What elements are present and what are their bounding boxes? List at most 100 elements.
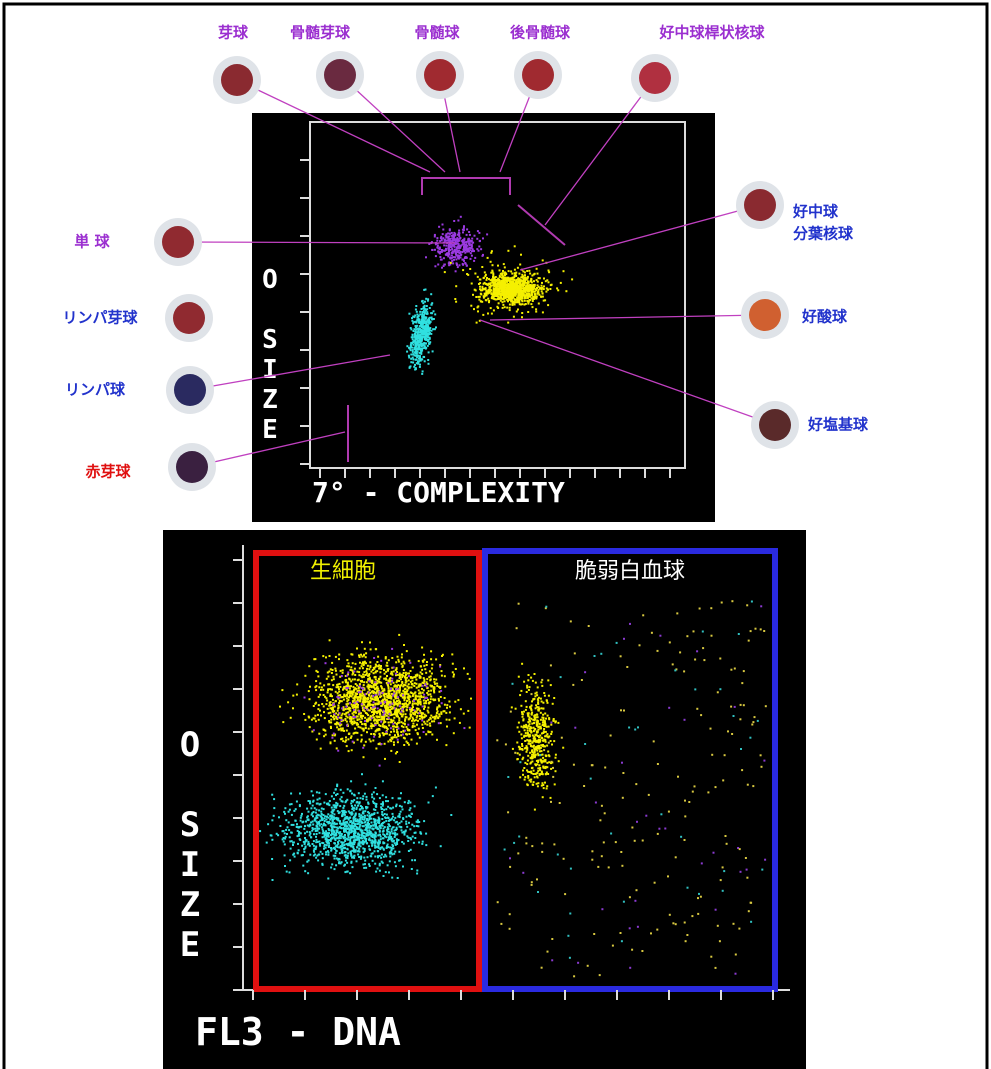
event-dot bbox=[389, 702, 392, 705]
event-dot bbox=[498, 280, 501, 283]
event-dot bbox=[395, 702, 398, 705]
event-dot bbox=[358, 825, 361, 828]
event-dot bbox=[411, 317, 413, 320]
event-dot bbox=[454, 298, 457, 300]
event-dot bbox=[334, 832, 337, 835]
event-dot bbox=[410, 341, 413, 344]
event-dot bbox=[361, 841, 364, 844]
event-dot bbox=[456, 242, 459, 245]
event-dot bbox=[422, 335, 425, 338]
event-dot bbox=[405, 820, 408, 823]
event-dot bbox=[320, 810, 323, 813]
event-dot bbox=[339, 722, 342, 725]
event-dot bbox=[342, 740, 345, 743]
event-dot bbox=[411, 859, 414, 862]
event-dot bbox=[411, 823, 414, 826]
event-dot bbox=[417, 719, 419, 722]
event-dot bbox=[400, 792, 402, 795]
event-dot bbox=[490, 297, 493, 300]
event-dot bbox=[369, 697, 372, 700]
event-dot bbox=[369, 824, 372, 827]
event-dot bbox=[463, 727, 466, 730]
event-dot bbox=[388, 838, 390, 841]
event-dot bbox=[392, 847, 395, 850]
event-dot bbox=[411, 677, 414, 679]
event-dot bbox=[324, 824, 327, 827]
event-dot bbox=[484, 275, 487, 278]
event-dot bbox=[363, 832, 365, 835]
event-dot bbox=[402, 722, 405, 725]
event-dot bbox=[338, 658, 340, 661]
event-dot bbox=[458, 239, 461, 242]
event-dot bbox=[439, 240, 442, 243]
event-dot bbox=[372, 685, 375, 688]
event-dot bbox=[287, 701, 290, 704]
event-dot bbox=[389, 694, 392, 697]
event-dot bbox=[419, 671, 422, 674]
event-dot bbox=[385, 847, 388, 849]
event-dot bbox=[315, 841, 318, 844]
event-dot bbox=[375, 715, 378, 718]
event-dot bbox=[389, 852, 391, 855]
event-dot bbox=[418, 683, 421, 686]
event-dot bbox=[313, 807, 316, 810]
event-dot bbox=[418, 717, 421, 720]
event-dot bbox=[447, 249, 450, 252]
event-dot bbox=[367, 709, 370, 712]
event-dot bbox=[430, 650, 433, 653]
event-dot bbox=[505, 288, 508, 291]
event-dot bbox=[292, 823, 295, 826]
event-dot bbox=[341, 851, 344, 854]
event-dot bbox=[547, 281, 550, 284]
event-dot bbox=[395, 805, 398, 808]
event-dot bbox=[342, 847, 345, 850]
event-dot bbox=[398, 859, 401, 862]
event-dot bbox=[323, 735, 326, 738]
event-dot bbox=[422, 327, 425, 329]
event-dot bbox=[445, 247, 447, 250]
event-dot bbox=[453, 239, 456, 242]
event-dot bbox=[457, 699, 460, 702]
event-dot bbox=[507, 290, 510, 293]
event-dot bbox=[493, 290, 496, 293]
event-dot bbox=[423, 707, 425, 710]
event-dot bbox=[326, 691, 329, 694]
event-dot bbox=[430, 667, 433, 670]
event-dot bbox=[284, 807, 287, 810]
event-dot bbox=[403, 832, 406, 834]
event-dot bbox=[288, 829, 291, 832]
event-dot bbox=[419, 313, 422, 316]
event-dot bbox=[497, 302, 500, 305]
event-dot bbox=[332, 809, 335, 812]
event-dot bbox=[334, 854, 337, 857]
event-dot bbox=[390, 689, 393, 692]
event-dot bbox=[524, 289, 527, 292]
event-dot bbox=[385, 819, 388, 822]
event-dot bbox=[375, 648, 378, 651]
event-dot bbox=[392, 670, 395, 673]
event-dot bbox=[419, 709, 422, 712]
event-dot bbox=[347, 696, 350, 699]
event-dot bbox=[368, 815, 371, 818]
event-dot bbox=[323, 845, 326, 848]
event-dot bbox=[388, 693, 391, 695]
event-dot bbox=[423, 664, 426, 667]
event-dot bbox=[375, 729, 378, 732]
event-dot bbox=[315, 791, 318, 794]
event-dot bbox=[320, 714, 322, 717]
event-dot bbox=[364, 859, 367, 862]
event-dot bbox=[421, 684, 424, 687]
event-dot bbox=[369, 648, 372, 651]
event-dot bbox=[393, 725, 396, 728]
event-dot bbox=[458, 247, 461, 249]
event-dot bbox=[374, 702, 377, 705]
event-dot bbox=[340, 861, 343, 864]
event-dot bbox=[334, 700, 337, 703]
event-dot bbox=[310, 790, 313, 793]
event-dot bbox=[423, 312, 426, 315]
event-dot bbox=[362, 661, 364, 664]
event-dot bbox=[352, 834, 355, 837]
event-dot bbox=[373, 713, 375, 716]
event-dot bbox=[431, 350, 434, 353]
event-dot bbox=[396, 671, 398, 673]
